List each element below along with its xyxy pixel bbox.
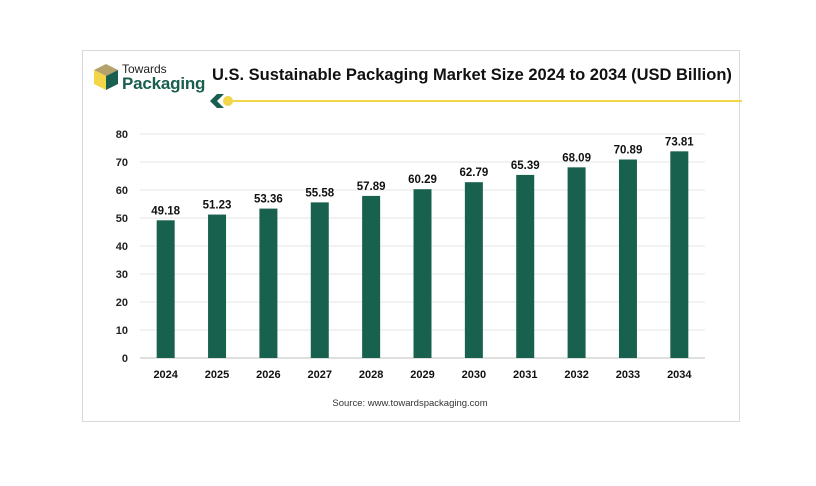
x-tick-label-2033: 2033 [616,369,640,381]
bar-2033 [618,159,637,358]
bar-2032 [567,167,586,358]
bar-2030 [464,182,483,358]
bar-2026 [259,208,278,358]
chart-title: U.S. Sustainable Packaging Market Size 2… [212,66,732,84]
brand-line1: Towards [122,62,167,76]
y-tick-label: 60 [116,185,128,197]
y-tick-label: 30 [116,269,128,281]
data-label-2024: 49.18 [151,205,180,217]
y-tick-label: 40 [116,241,128,253]
bar-2027 [310,202,329,358]
brand-line2: Packaging [122,74,206,93]
bar-2031 [516,174,535,358]
x-tick-label-2025: 2025 [205,369,229,381]
bar-2025 [208,214,227,358]
x-tick-label-2028: 2028 [359,369,383,381]
bar-2029 [413,189,432,358]
x-tick-label-2024: 2024 [153,369,178,381]
x-tick-label-2029: 2029 [410,369,434,381]
y-tick-label: 20 [116,297,128,309]
data-label-2033: 70.89 [614,145,643,157]
divider-dot-icon [223,96,233,106]
data-label-2034: 73.81 [665,136,694,148]
y-tick-label: 10 [116,325,128,337]
x-tick-label-2034: 2034 [667,369,692,381]
bar-2028 [362,195,381,358]
x-tick-label-2031: 2031 [513,369,537,381]
source-note: Source: www.towardspackaging.com [332,398,488,409]
data-label-2027: 55.58 [305,187,334,199]
data-label-2025: 51.23 [203,200,232,212]
x-tick-label-2030: 2030 [462,369,486,381]
y-tick-label: 70 [116,157,128,169]
data-label-2031: 65.39 [511,160,540,172]
bar-2034 [670,151,689,358]
box-logo-icon [94,64,118,90]
data-label-2026: 53.36 [254,194,283,206]
label-layer: 0102030405060708049.18202451.23202553.36… [116,129,695,381]
data-label-2029: 60.29 [408,174,437,186]
x-tick-label-2026: 2026 [256,369,280,381]
divider-chevron-icon [210,94,224,108]
bar-2024 [156,220,175,358]
data-label-2028: 57.89 [357,181,386,193]
data-label-2030: 62.79 [459,167,488,179]
title-divider [210,94,742,108]
x-tick-label-2027: 2027 [308,369,332,381]
bar-layer [156,151,689,358]
data-label-2032: 68.09 [562,152,591,164]
y-tick-label: 0 [122,353,128,365]
y-tick-label: 50 [116,213,128,225]
brand-logo: Towards Packaging [92,62,206,96]
x-tick-label-2032: 2032 [564,369,588,381]
y-tick-label: 80 [116,129,128,141]
